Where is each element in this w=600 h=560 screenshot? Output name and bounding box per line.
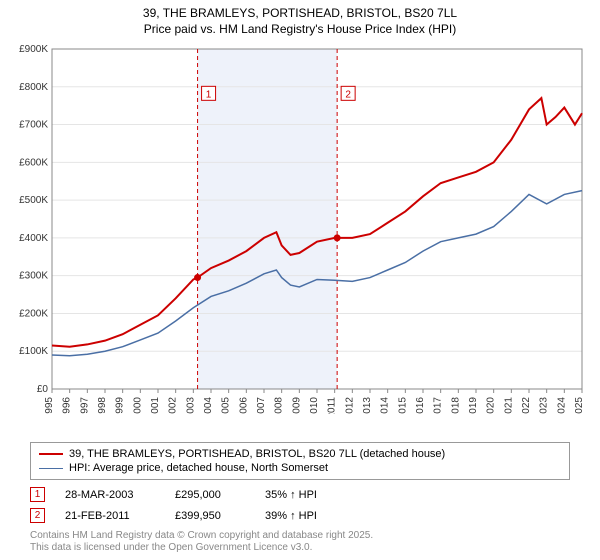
xtick-label: 2015 bbox=[397, 397, 408, 414]
xtick-label: 2009 bbox=[291, 397, 302, 414]
xtick-label: 2005 bbox=[221, 397, 232, 414]
xtick-label: 2007 bbox=[256, 397, 267, 414]
xtick-label: 2017 bbox=[433, 397, 444, 414]
xtick-label: 2024 bbox=[556, 397, 567, 414]
xtick-label: 1998 bbox=[97, 397, 108, 414]
legend-label: 39, THE BRAMLEYS, PORTISHEAD, BRISTOL, B… bbox=[69, 448, 445, 460]
sale-marker-dot bbox=[334, 235, 341, 242]
xtick-label: 2011 bbox=[327, 397, 338, 414]
legend: 39, THE BRAMLEYS, PORTISHEAD, BRISTOL, B… bbox=[30, 442, 570, 480]
ytick-label: £100K bbox=[19, 346, 48, 357]
highlight-band bbox=[198, 49, 338, 389]
legend-item: HPI: Average price, detached house, Nort… bbox=[39, 461, 561, 475]
sale-diff: 35% ↑ HPI bbox=[265, 489, 317, 501]
sales-list: 1 28-MAR-2003 £295,000 35% ↑ HPI 2 21-FEB-201… bbox=[30, 484, 570, 526]
footer-line2: This data is licensed under the Open Gov… bbox=[30, 542, 570, 554]
footer-attribution: Contains HM Land Registry data © Crown c… bbox=[30, 530, 570, 554]
xtick-label: 1995 bbox=[44, 397, 55, 414]
sale-diff: 39% ↑ HPI bbox=[265, 510, 317, 522]
sale-row: 1 28-MAR-2003 £295,000 35% ↑ HPI bbox=[30, 484, 570, 505]
title-address: 39, THE BRAMLEYS, PORTISHEAD, BRISTOL, B… bbox=[0, 6, 600, 22]
xtick-label: 2003 bbox=[185, 397, 196, 414]
ytick-label: £600K bbox=[19, 158, 48, 169]
ytick-label: £800K bbox=[19, 82, 48, 93]
sale-price: £295,000 bbox=[175, 489, 245, 501]
chart-title: 39, THE BRAMLEYS, PORTISHEAD, BRISTOL, B… bbox=[0, 0, 600, 39]
xtick-label: 2018 bbox=[450, 397, 461, 414]
sale-date: 28-MAR-2003 bbox=[65, 489, 155, 501]
xtick-label: 2001 bbox=[150, 397, 161, 414]
xtick-label: 2002 bbox=[168, 397, 179, 414]
xtick-label: 2019 bbox=[468, 397, 479, 414]
sale-badge: 2 bbox=[30, 508, 45, 523]
footer-line1: Contains HM Land Registry data © Crown c… bbox=[30, 530, 570, 542]
ytick-label: £300K bbox=[19, 271, 48, 282]
sale-marker-number: 2 bbox=[345, 90, 351, 101]
legend-swatch bbox=[39, 453, 63, 455]
xtick-label: 2020 bbox=[486, 397, 497, 414]
xtick-label: 2010 bbox=[309, 397, 320, 414]
xtick-label: 2021 bbox=[503, 397, 514, 414]
sale-marker-dot bbox=[194, 274, 201, 281]
xtick-label: 2013 bbox=[362, 397, 373, 414]
ytick-label: £200K bbox=[19, 309, 48, 320]
xtick-label: 2023 bbox=[539, 397, 550, 414]
sale-price: £399,950 bbox=[175, 510, 245, 522]
xtick-label: 2012 bbox=[344, 397, 355, 414]
sale-date: 21-FEB-2011 bbox=[65, 510, 155, 522]
xtick-label: 2008 bbox=[274, 397, 285, 414]
xtick-label: 2025 bbox=[574, 397, 585, 414]
ytick-label: £500K bbox=[19, 195, 48, 206]
xtick-label: 1999 bbox=[115, 397, 126, 414]
xtick-label: 2006 bbox=[238, 397, 249, 414]
legend-swatch bbox=[39, 468, 63, 469]
xtick-label: 1996 bbox=[62, 397, 73, 414]
legend-item: 39, THE BRAMLEYS, PORTISHEAD, BRISTOL, B… bbox=[39, 447, 561, 461]
xtick-label: 2016 bbox=[415, 397, 426, 414]
sale-marker-number: 1 bbox=[206, 90, 212, 101]
legend-label: HPI: Average price, detached house, Nort… bbox=[69, 462, 328, 474]
xtick-label: 1997 bbox=[79, 397, 90, 414]
chart: £0 £100K £200K £300K £400K £500K £600K £700K £80… bbox=[10, 44, 590, 435]
chart-svg: £0 £100K £200K £300K £400K £500K £600K £700K £80… bbox=[10, 44, 590, 414]
ytick-label: £400K bbox=[19, 233, 48, 244]
xtick-label: 2004 bbox=[203, 397, 214, 414]
xtick-label: 2014 bbox=[380, 397, 391, 414]
sale-badge: 1 bbox=[30, 487, 45, 502]
ytick-label: £900K bbox=[19, 44, 48, 55]
ytick-label: £0 bbox=[37, 384, 49, 395]
xtick-label: 2000 bbox=[132, 397, 143, 414]
ytick-label: £700K bbox=[19, 120, 48, 131]
xtick-label: 2022 bbox=[521, 397, 532, 414]
title-subtitle: Price paid vs. HM Land Registry's House … bbox=[0, 22, 600, 38]
sale-row: 2 21-FEB-2011 £399,950 39% ↑ HPI bbox=[30, 505, 570, 526]
